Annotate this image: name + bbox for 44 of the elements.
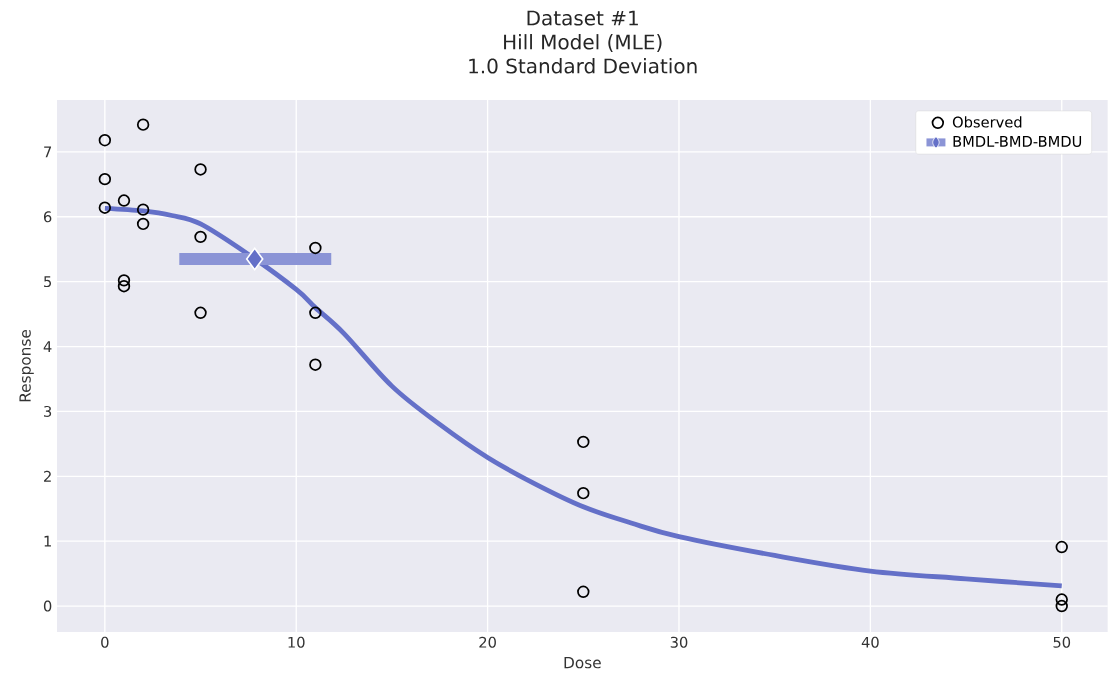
x-tick-label: 40 (861, 636, 879, 648)
x-tick-label: 10 (288, 636, 305, 648)
y-tick-label: 3 (44, 405, 52, 417)
point (98, 172, 112, 186)
point (136, 217, 150, 231)
point (1055, 599, 1068, 613)
y-tick-label: 4 (43, 341, 52, 352)
point (194, 163, 207, 176)
point (309, 241, 322, 255)
point (577, 435, 590, 449)
x-tick-label: 0 (101, 636, 109, 648)
point (309, 358, 322, 371)
y-tick-label: 5 (44, 276, 52, 288)
y-tick-label: 2 (44, 470, 51, 482)
legend-label: Observed (952, 116, 1022, 128)
point (194, 306, 207, 320)
point (577, 486, 590, 500)
legend-label: BMDL-BMD-BMDU (953, 136, 1082, 147)
chart-title: Dataset #1 (527, 10, 638, 26)
y-tick-label: 1 (44, 535, 51, 547)
x-tick-label: 20 (479, 636, 496, 648)
y-tick-label: 6 (43, 211, 52, 223)
chart-subtitle: Hill Model (MLE) (504, 34, 662, 52)
point (1055, 593, 1068, 606)
point (136, 203, 150, 216)
y-axis-title: Response (19, 329, 34, 402)
point (117, 274, 131, 287)
x-axis-title: Dose (564, 656, 601, 669)
x-tick-label: 30 (670, 636, 688, 648)
point (98, 134, 112, 147)
point (117, 280, 131, 293)
point (1055, 540, 1068, 554)
point (117, 194, 131, 207)
point (194, 230, 207, 244)
point (136, 118, 150, 131)
x-tick-label: 50 (1053, 636, 1071, 648)
text: 1.0 Standard Deviation (469, 58, 697, 74)
point (245, 247, 264, 271)
point (577, 585, 590, 598)
y-tick-label: 7 (44, 146, 52, 158)
point (309, 306, 322, 320)
y-tick-label: 0 (43, 600, 52, 612)
point (98, 201, 112, 214)
line-series (102, 205, 1065, 589)
